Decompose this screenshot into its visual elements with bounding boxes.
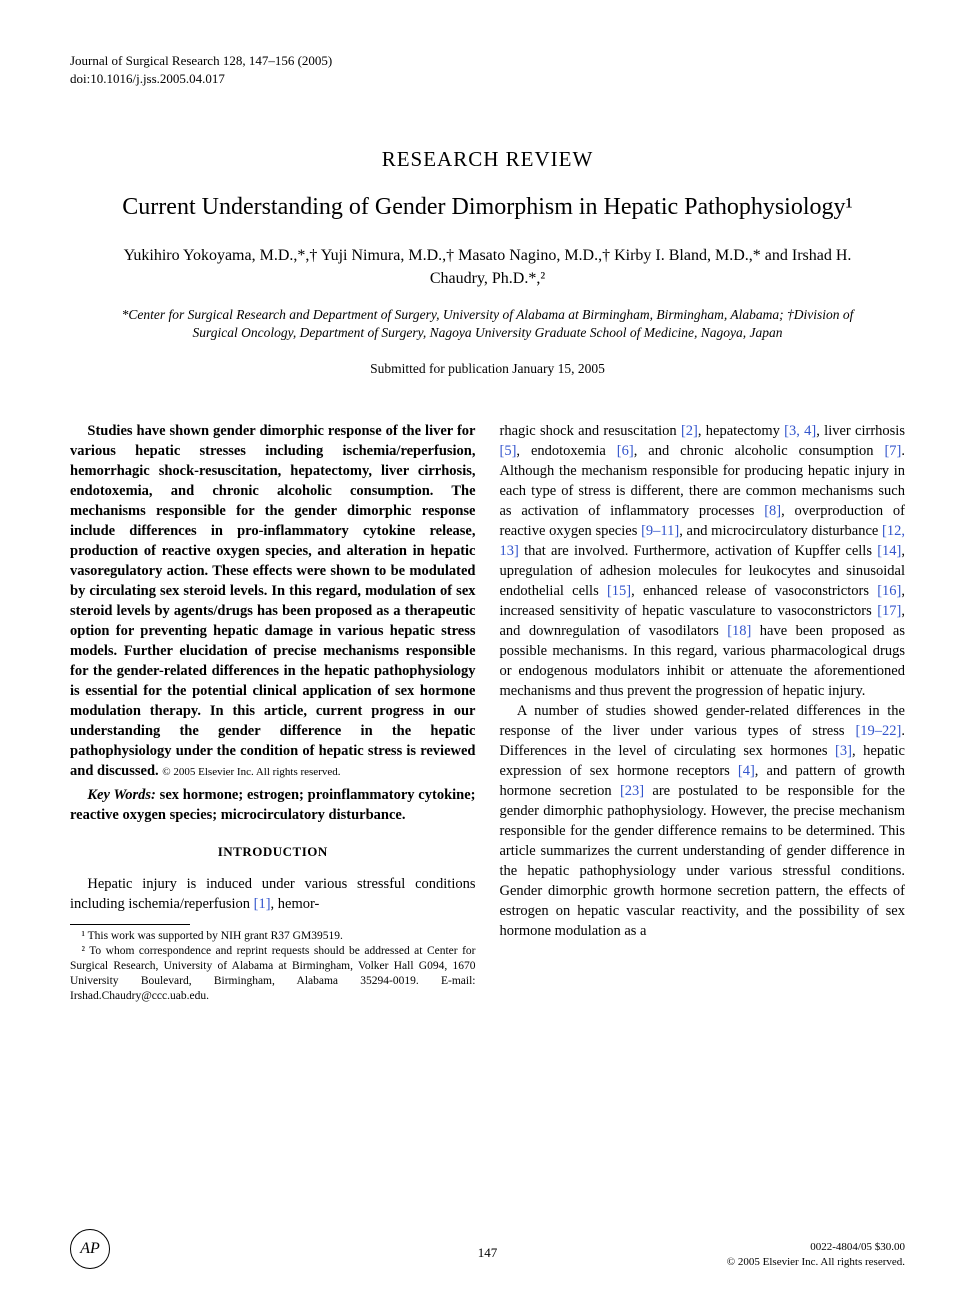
footnote-rule bbox=[70, 924, 190, 925]
citation-1[interactable]: [1] bbox=[254, 896, 271, 912]
citation-14[interactable]: [14] bbox=[877, 543, 901, 559]
intro-text-b: , hemor- bbox=[271, 896, 320, 912]
citation-16[interactable]: [16] bbox=[877, 583, 901, 599]
keywords-label: Key Words: bbox=[87, 787, 156, 803]
article-type: RESEARCH REVIEW bbox=[70, 147, 905, 172]
abstract: Studies have shown gender dimorphic resp… bbox=[70, 421, 476, 781]
footnote-1: ¹ This work was supported by NIH grant R… bbox=[70, 929, 476, 944]
abstract-copyright: © 2005 Elsevier Inc. All rights reserved… bbox=[162, 766, 340, 778]
citation-7[interactable]: [7] bbox=[884, 443, 901, 459]
submission-date: Submitted for publication January 15, 20… bbox=[70, 361, 905, 377]
citation-18[interactable]: [18] bbox=[727, 623, 751, 639]
footer-right: 0022-4804/05 $30.00 © 2005 Elsevier Inc.… bbox=[727, 1240, 905, 1269]
publisher-logo: AP bbox=[70, 1229, 110, 1269]
publisher-logo-text: AP bbox=[80, 1240, 100, 1258]
intro-paragraph-right-2: A number of studies showed gender-relate… bbox=[500, 701, 906, 941]
section-heading-introduction: INTRODUCTION bbox=[70, 843, 476, 861]
citation-4b[interactable]: [4] bbox=[738, 763, 755, 779]
abstract-text: Studies have shown gender dimorphic resp… bbox=[70, 423, 476, 779]
citation-5[interactable]: [5] bbox=[500, 443, 517, 459]
issn-price: 0022-4804/05 $30.00 bbox=[727, 1240, 905, 1254]
doi: doi:10.1016/j.jss.2005.04.017 bbox=[70, 70, 905, 88]
footnote-2: ² To whom correspondence and reprint req… bbox=[70, 944, 476, 1004]
citation-9-11[interactable]: [9–11] bbox=[641, 523, 679, 539]
intro-paragraph-right-1: rhagic shock and resuscitation [2], hepa… bbox=[500, 421, 906, 701]
two-column-body: Studies have shown gender dimorphic resp… bbox=[70, 421, 905, 1005]
citation-6[interactable]: [6] bbox=[617, 443, 634, 459]
citation-23[interactable]: [23] bbox=[620, 783, 644, 799]
journal-citation: Journal of Surgical Research 128, 147–15… bbox=[70, 52, 905, 70]
journal-header: Journal of Surgical Research 128, 147–15… bbox=[70, 52, 905, 87]
footer-copyright: © 2005 Elsevier Inc. All rights reserved… bbox=[727, 1255, 905, 1269]
author-list: Yukihiro Yokoyama, M.D.,*,† Yuji Nimura,… bbox=[70, 245, 905, 290]
right-column: rhagic shock and resuscitation [2], hepa… bbox=[500, 421, 906, 1005]
citation-17[interactable]: [17] bbox=[877, 603, 901, 619]
left-column: Studies have shown gender dimorphic resp… bbox=[70, 421, 476, 1005]
article-title: Current Understanding of Gender Dimorphi… bbox=[70, 192, 905, 223]
keywords: Key Words: sex hormone; estrogen; proinf… bbox=[70, 785, 476, 825]
intro-paragraph-left: Hepatic injury is induced under various … bbox=[70, 874, 476, 914]
page-footer: AP 0022-4804/05 $30.00 © 2005 Elsevier I… bbox=[70, 1229, 905, 1269]
citation-2[interactable]: [2] bbox=[681, 423, 698, 439]
citation-19-22[interactable]: [19–22] bbox=[855, 723, 901, 739]
citation-8[interactable]: [8] bbox=[764, 503, 781, 519]
citation-3b[interactable]: [3] bbox=[835, 743, 852, 759]
citation-15[interactable]: [15] bbox=[607, 583, 631, 599]
citation-3-4[interactable]: [3, 4] bbox=[784, 423, 816, 439]
affiliations: *Center for Surgical Research and Depart… bbox=[70, 306, 905, 342]
